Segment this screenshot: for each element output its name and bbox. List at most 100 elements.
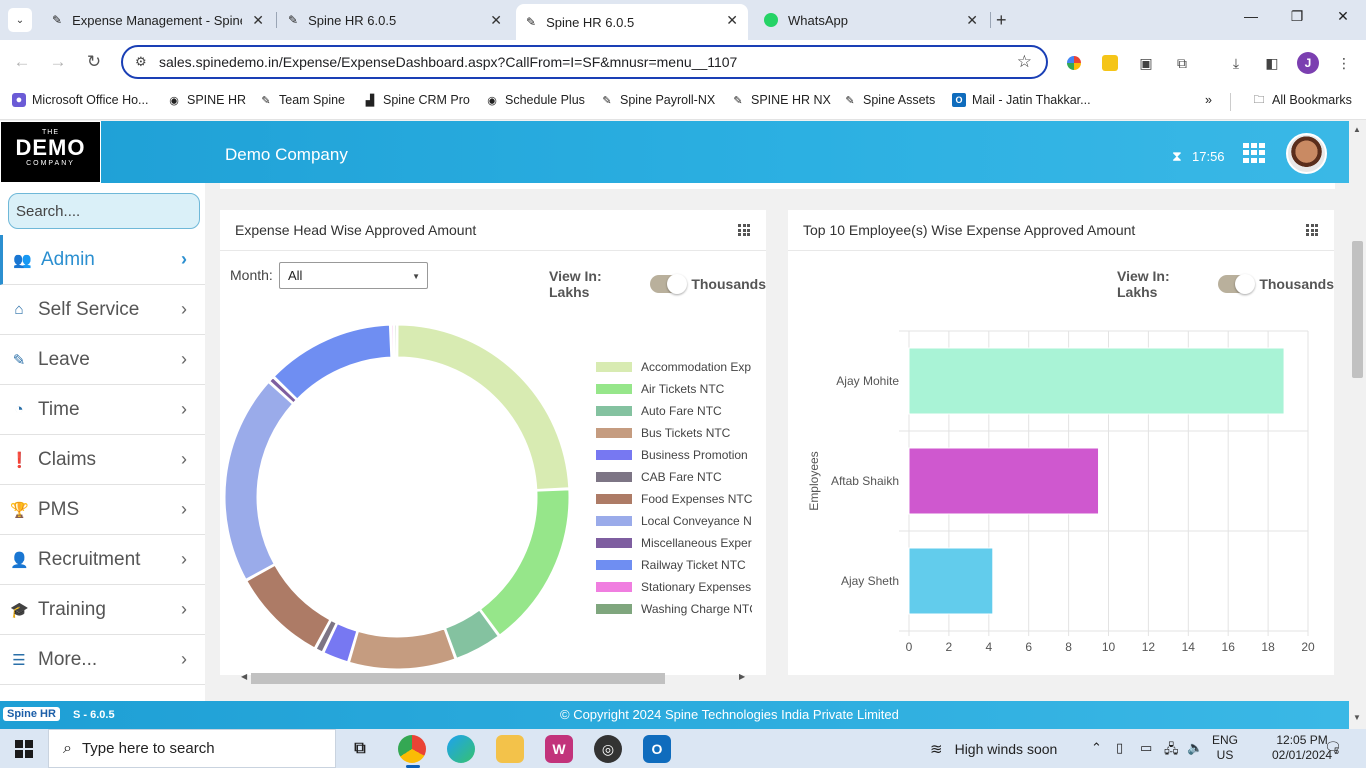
legend-item[interactable]: Accommodation Exp: [596, 360, 752, 374]
legend-item[interactable]: Auto Fare NTC: [596, 404, 752, 418]
task-view-icon[interactable]: ⧉: [354, 740, 366, 757]
card-menu-icon[interactable]: [1306, 224, 1318, 236]
scroll-down-icon[interactable]: ▼: [1353, 713, 1361, 722]
restore-icon[interactable]: ❐: [1290, 8, 1304, 24]
legend-item[interactable]: Bus Tickets NTC: [596, 426, 752, 440]
legend-item[interactable]: Miscellaneous Exper: [596, 536, 752, 550]
bar[interactable]: [908, 547, 994, 615]
bookmark-item[interactable]: ✎ SPINE HR NX: [731, 93, 831, 107]
close-icon[interactable]: ✕: [490, 12, 502, 28]
donut-slice[interactable]: [445, 609, 499, 659]
bookmarks-overflow-icon[interactable]: »: [1205, 93, 1212, 107]
edge-icon[interactable]: [447, 735, 475, 763]
sidebar-item-recruitment[interactable]: 👤 Recruitment ›: [0, 535, 205, 585]
bookmark-item[interactable]: ✎ Spine Assets: [843, 93, 935, 107]
page-vertical-scrollbar[interactable]: ▲ ▼: [1349, 121, 1366, 729]
outlook-icon[interactable]: O: [643, 735, 671, 763]
sidebar-item-admin[interactable]: 👥 Admin ›: [0, 235, 205, 285]
chrome-icon[interactable]: [398, 735, 426, 768]
month-select[interactable]: All ▼: [279, 262, 428, 289]
obs-icon[interactable]: ◎: [594, 735, 622, 763]
bookmark-item[interactable]: ● Microsoft Office Ho...: [12, 93, 148, 107]
donut-slice[interactable]: [390, 324, 395, 358]
language-indicator[interactable]: ENG US: [1212, 733, 1238, 763]
apps-grid-icon[interactable]: [1243, 143, 1265, 163]
donut-slice[interactable]: [273, 324, 392, 400]
scroll-up-icon[interactable]: ▲: [1353, 125, 1361, 134]
bookmark-item[interactable]: ◉ Schedule Plus: [485, 93, 585, 107]
legend-item[interactable]: Food Expenses NTC: [596, 492, 752, 506]
bar[interactable]: [908, 447, 1100, 515]
wps-office-icon[interactable]: W: [545, 735, 573, 763]
units-toggle[interactable]: [1218, 274, 1256, 294]
scroll-right-icon[interactable]: ▶: [739, 672, 746, 681]
url-text[interactable]: sales.spinedemo.in/Expense/ExpenseDashbo…: [159, 54, 738, 70]
network-icon[interactable]: 🖧: [1164, 741, 1179, 756]
legend-item[interactable]: Local Conveyance N: [596, 514, 752, 528]
profile-avatar[interactable]: J: [1297, 52, 1319, 74]
donut-slice[interactable]: [323, 623, 358, 663]
scroll-left-icon[interactable]: ◀: [241, 672, 248, 681]
units-toggle[interactable]: [650, 274, 688, 294]
legend-item[interactable]: Stationary Expenses: [596, 580, 752, 594]
bookmark-item[interactable]: O Mail - Jatin Thakkar...: [952, 93, 1091, 107]
close-icon[interactable]: ✕: [726, 12, 738, 28]
close-icon[interactable]: ✕: [252, 12, 264, 28]
browser-tab[interactable]: WhatsApp ✕: [754, 4, 988, 36]
sidebar-item-training[interactable]: 🎓 Training ›: [0, 585, 205, 635]
weather-widget[interactable]: ≋ High winds soon: [930, 740, 1057, 758]
browser-tab-active[interactable]: ✎ Spine HR 6.0.5 ✕: [516, 4, 748, 40]
sidebar-item-leave[interactable]: ✎ Leave ›: [0, 335, 205, 385]
company-logo[interactable]: THE DEMO COMPANY: [0, 121, 101, 183]
donut-slice[interactable]: [246, 564, 331, 649]
reload-icon[interactable]: ↻: [86, 52, 102, 71]
sidebar-item-claims[interactable]: ❗ Claims ›: [0, 435, 205, 485]
sidebar-item-more[interactable]: ☰ More... ›: [0, 635, 205, 685]
close-icon[interactable]: ✕: [966, 12, 978, 28]
tab-search-button[interactable]: ⌄: [8, 8, 32, 32]
donut-slice[interactable]: [269, 377, 297, 404]
legend-item[interactable]: Business Promotion: [596, 448, 752, 462]
bookmark-star-icon[interactable]: ☆: [1016, 52, 1032, 71]
sidebar-item-self-service[interactable]: ⌂ Self Service ›: [0, 285, 205, 335]
kebab-menu-icon[interactable]: ⋮: [1337, 54, 1351, 71]
windows-start-icon[interactable]: [15, 740, 33, 758]
download-icon[interactable]: ⤓: [1232, 54, 1240, 71]
donut-slice[interactable]: [397, 324, 570, 491]
bookmark-item[interactable]: ✎ Team Spine: [259, 93, 345, 107]
bar[interactable]: [908, 347, 1285, 415]
notification-icon[interactable]: 🗨: [1324, 739, 1342, 755]
sidebar-item-time[interactable]: ◔ Time ›: [0, 385, 205, 435]
tray-overflow-icon[interactable]: ⌃: [1091, 740, 1102, 755]
close-window-icon[interactable]: ✕: [1337, 8, 1349, 24]
donut-slice[interactable]: [479, 489, 570, 636]
donut-slice[interactable]: [224, 381, 294, 580]
system-clock[interactable]: 12:05 PM 02/01/2024: [1272, 733, 1332, 763]
legend-item[interactable]: Air Tickets NTC: [596, 382, 752, 396]
browser-tab[interactable]: ✎ Expense Management - Spine T ✕: [42, 4, 274, 36]
bookmark-item[interactable]: ✎ Spine Payroll-NX: [600, 93, 715, 107]
donut-slice[interactable]: [394, 324, 397, 358]
scrollbar-thumb[interactable]: [251, 673, 665, 684]
minimize-icon[interactable]: —: [1244, 8, 1258, 24]
horizontal-scrollbar[interactable]: ◀ ▶: [235, 671, 755, 685]
extension-icon[interactable]: [1100, 53, 1120, 73]
legend-item[interactable]: CAB Fare NTC: [596, 470, 752, 484]
user-avatar[interactable]: [1286, 133, 1327, 174]
side-panel-icon[interactable]: ◧: [1265, 54, 1279, 71]
site-info-icon[interactable]: ⚙: [135, 54, 147, 69]
card-menu-icon[interactable]: [738, 224, 750, 236]
scrollbar-thumb[interactable]: [1352, 241, 1363, 378]
address-bar[interactable]: ⚙ sales.spinedemo.in/Expense/ExpenseDash…: [121, 45, 1048, 79]
all-bookmarks[interactable]: 🗀 All Bookmarks: [1252, 93, 1352, 107]
file-explorer-icon[interactable]: [496, 735, 524, 763]
menu-search-input[interactable]: Search....: [8, 193, 200, 229]
browser-tab[interactable]: ✎ Spine HR 6.0.5 ✕: [278, 4, 512, 36]
forward-icon[interactable]: →: [49, 52, 67, 71]
sidebar-item-pms[interactable]: 🏆 PMS ›: [0, 485, 205, 535]
puzzle-icon[interactable]: ⧉: [1177, 54, 1187, 71]
legend-item[interactable]: Washing Charge NTC: [596, 602, 752, 616]
legend-item[interactable]: Railway Ticket NTC: [596, 558, 752, 572]
taskbar-search[interactable]: ⌕ Type here to search: [48, 729, 336, 768]
extension-icon[interactable]: ▣: [1139, 54, 1153, 71]
